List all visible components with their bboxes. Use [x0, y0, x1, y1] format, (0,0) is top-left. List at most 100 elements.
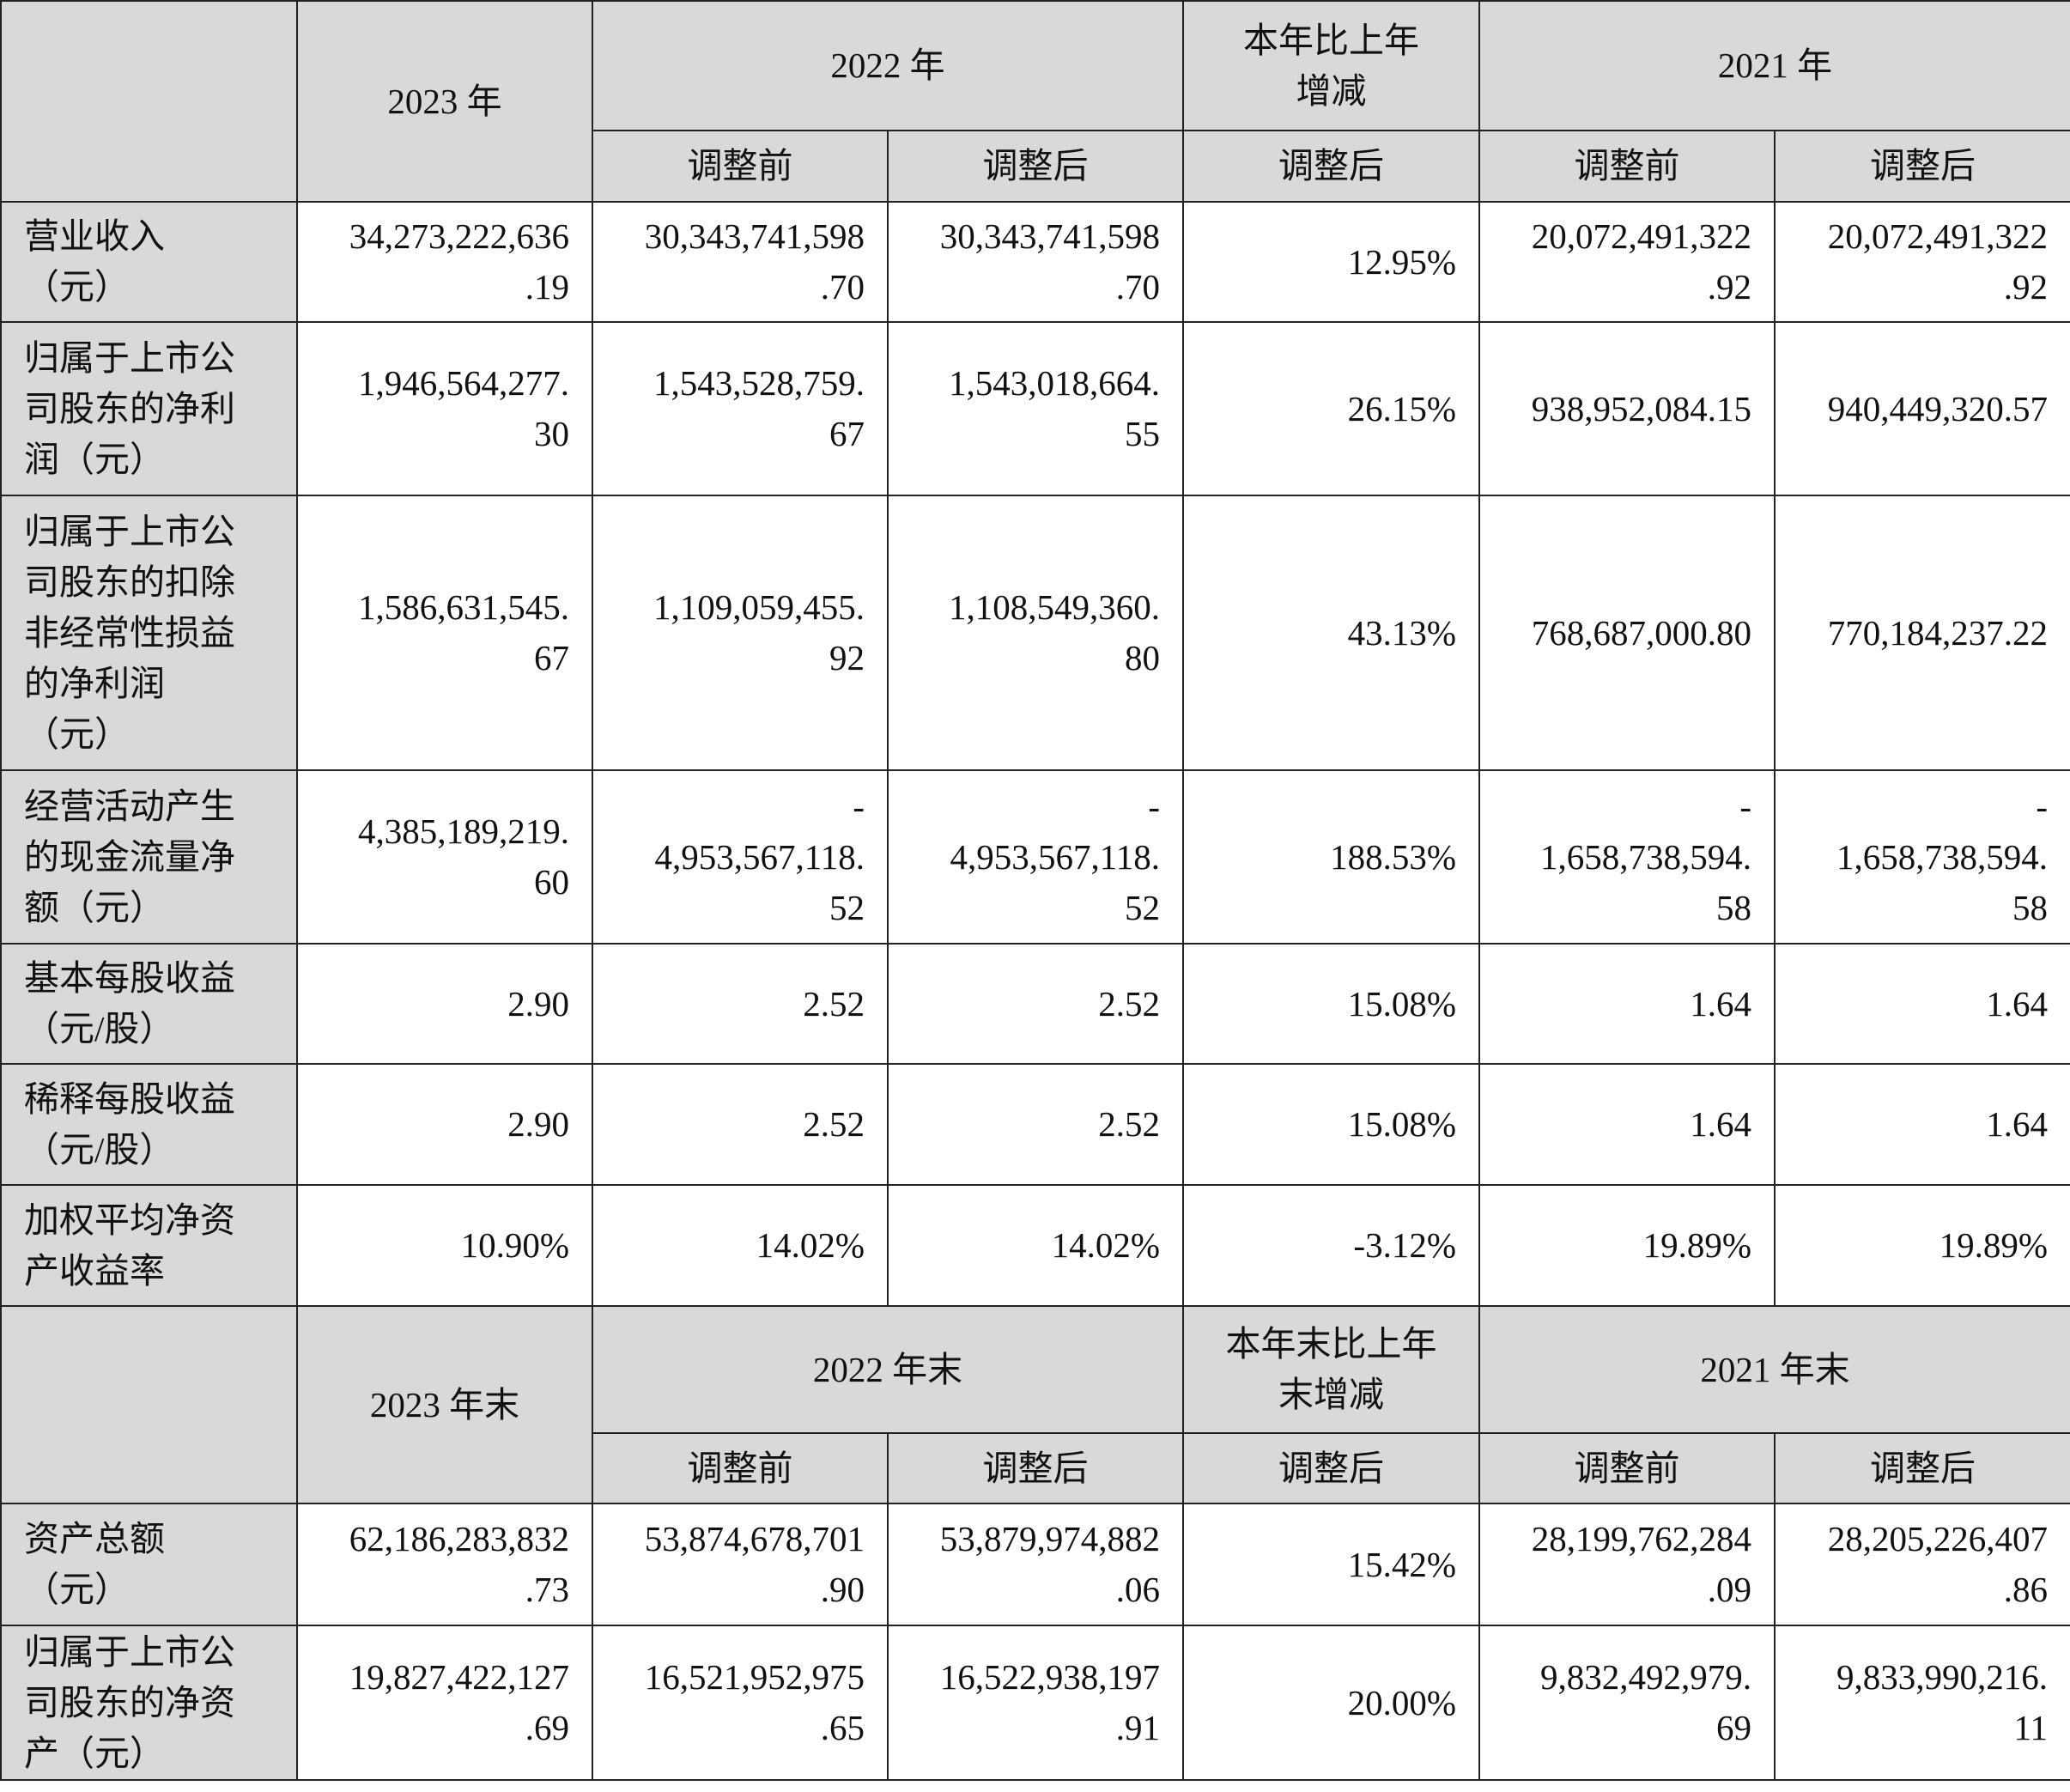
- header-sub-after-adjust: 调整后: [887, 130, 1184, 203]
- value-change-line: 15.08%: [1347, 1104, 1456, 1144]
- value-2023: 19,827,422,127 .69: [296, 1625, 593, 1781]
- value-2022-before-line: 2.52: [803, 983, 865, 1024]
- row-label: 稀释每股收益 （元/股）: [0, 1063, 298, 1186]
- value-2021-before-line: -: [1739, 786, 1751, 826]
- value-change-line: 43.13%: [1347, 612, 1456, 653]
- row-label-line: 加权平均净资: [24, 1200, 235, 1240]
- value-2022-before-line: 53,874,678,701: [644, 1519, 865, 1558]
- header-blank-cell: [0, 0, 298, 203]
- value-change: 20.00%: [1182, 1625, 1480, 1781]
- header-year-2023: 2023 年末: [296, 1305, 593, 1504]
- header-change-line: 末增减: [1278, 1375, 1384, 1414]
- value-2021-before-line: 58: [1716, 887, 1751, 927]
- header-year-2022: 2022 年: [592, 0, 1184, 131]
- header-year-2023-text: 2023 年末: [369, 1384, 520, 1424]
- header-year-2023: 2023 年: [296, 0, 593, 203]
- value-2023-line: 19,827,422,127: [349, 1657, 569, 1697]
- row-label: 资产总额 （元）: [0, 1503, 298, 1626]
- value-change: 15.42%: [1182, 1503, 1480, 1626]
- table-row: 归属于上市公 司股东的净利 润（元） 1,946,564,277. 30 1,543,52…: [0, 321, 2070, 496]
- value-2022-before: 2.52: [592, 1063, 889, 1186]
- value-2022-before: 53,874,678,701 .90: [592, 1503, 889, 1626]
- value-2022-after-line: 55: [1125, 414, 1160, 453]
- value-2022-after-line: .91: [1115, 1708, 1160, 1747]
- value-2022-before: 16,521,952,975 .65: [592, 1625, 889, 1781]
- value-change: 188.53%: [1182, 769, 1480, 945]
- header-row-years: 2023 年末 2022 年末 本年末比上年 末增减 2021 年末: [0, 1305, 2070, 1504]
- value-2022-before-line: .70: [820, 267, 865, 307]
- value-change: 12.95%: [1182, 201, 1480, 323]
- value-2022-after-line: 80: [1125, 638, 1160, 677]
- row-label: 经营活动产生 的现金流量净 额（元）: [0, 769, 298, 945]
- value-2022-after-line: .70: [1115, 267, 1160, 307]
- value-2021-before-line: 768,687,000.80: [1531, 612, 1751, 653]
- value-2021-before-line: 1.64: [1690, 1104, 1751, 1144]
- value-2022-before: 30,343,741,598 .70: [592, 201, 889, 323]
- header-sub-change-after-adjust-text: 调整后: [1278, 146, 1384, 185]
- value-2023-line: 1,586,631,545.: [358, 587, 569, 627]
- header-change: 本年比上年 增减: [1182, 0, 1480, 131]
- value-2022-before-line: 4,953,567,118.: [654, 836, 865, 877]
- value-2021-after: 1.64: [1774, 1063, 2070, 1186]
- value-2021-after: 28,205,226,407 .86: [1774, 1503, 2070, 1626]
- value-2021-before-line: 69: [1716, 1708, 1751, 1747]
- value-2023: 34,273,222,636 .19: [296, 201, 593, 323]
- value-2022-after-line: 1,108,549,360.: [949, 587, 1160, 627]
- value-change-line: 26.15%: [1347, 388, 1456, 428]
- value-2023-line: 60: [534, 862, 569, 902]
- value-2021-after-line: .92: [2003, 267, 2048, 307]
- value-2022-after-line: 1,543,018,664.: [949, 363, 1160, 403]
- row-label: 归属于上市公 司股东的净利 润（元）: [0, 321, 298, 496]
- row-label-line: 的现金流量净: [24, 836, 235, 877]
- row-label-line: 司股东的净资: [24, 1682, 235, 1722]
- header-sub-after-adjust-text: 调整后: [1870, 146, 1976, 185]
- table-row: 营业收入 （元） 34,273,222,636 .19 30,343,741,598 .7…: [0, 201, 2070, 323]
- header-sub-after-adjust-text: 调整后: [1870, 1448, 1976, 1488]
- value-2023-line: 34,273,222,636: [349, 216, 569, 256]
- value-2022-after-line: .06: [1115, 1570, 1160, 1609]
- row-label-line: （元/股）: [24, 1009, 175, 1048]
- value-2023-line: 1,946,564,277.: [358, 363, 569, 403]
- value-2022-after: 53,879,974,882 .06: [887, 1503, 1184, 1626]
- row-label-line: 资产总额: [24, 1519, 165, 1558]
- row-label-line: （元）: [24, 1570, 130, 1609]
- row-label-line: 归属于上市公: [24, 511, 235, 551]
- value-2022-after: 2.52: [887, 943, 1184, 1065]
- value-2022-before-line: 1,109,059,455.: [653, 587, 865, 627]
- header-year-2023-text: 2023 年: [387, 81, 502, 121]
- value-2021-after-line: .86: [2003, 1570, 2048, 1609]
- value-2021-after-line: -: [2036, 786, 2048, 826]
- table-row: 资产总额 （元） 62,186,283,832 .73 53,874,678,701 .9…: [0, 1503, 2070, 1626]
- value-2021-before-line: 1,658,738,594.: [1540, 836, 1751, 877]
- value-2021-after-line: 1,658,738,594.: [1836, 836, 2048, 877]
- header-change-line: 增减: [1296, 70, 1367, 111]
- row-label-line: 归属于上市公: [24, 1631, 235, 1672]
- value-2021-before: 1.64: [1478, 943, 1776, 1065]
- header-sub-before-adjust-text: 调整前: [687, 1448, 793, 1488]
- value-change-line: 188.53%: [1330, 836, 1456, 877]
- value-2021-before-line: .92: [1707, 267, 1751, 307]
- value-2022-before: 14.02%: [592, 1184, 889, 1307]
- header-row-adjustment: 调整前 调整后 调整后 调整前 调整后: [1, 130, 2070, 203]
- value-change: -3.12%: [1182, 1184, 1480, 1307]
- value-2023-line: .73: [525, 1570, 569, 1609]
- value-2023-line: 62,186,283,832: [349, 1519, 569, 1558]
- value-2023-line: .19: [525, 267, 569, 307]
- header-sub-before-adjust-text: 调整前: [1574, 146, 1680, 185]
- header-change-line: 本年末比上年: [1225, 1324, 1437, 1364]
- header-change: 本年末比上年 末增减: [1182, 1305, 1480, 1434]
- header-sub-after-adjust: 调整后: [887, 1432, 1184, 1504]
- value-2023-line: 67: [534, 638, 569, 677]
- value-2023: 1,946,564,277. 30: [296, 321, 593, 496]
- value-2022-after-line: 16,522,938,197: [939, 1657, 1160, 1697]
- value-2021-before-line: 19.89%: [1642, 1225, 1751, 1265]
- value-2023-line: 2.90: [507, 1104, 569, 1144]
- header-sub-before-adjust: 调整前: [1478, 1432, 1776, 1504]
- value-2022-after: 1,543,018,664. 55: [887, 321, 1184, 496]
- row-label: 归属于上市公 司股东的净资 产（元）: [0, 1625, 298, 1781]
- row-label-line: 额（元）: [24, 887, 165, 927]
- row-label-line: （元/股）: [24, 1129, 175, 1169]
- value-2021-after-line: 19.89%: [1939, 1225, 2048, 1265]
